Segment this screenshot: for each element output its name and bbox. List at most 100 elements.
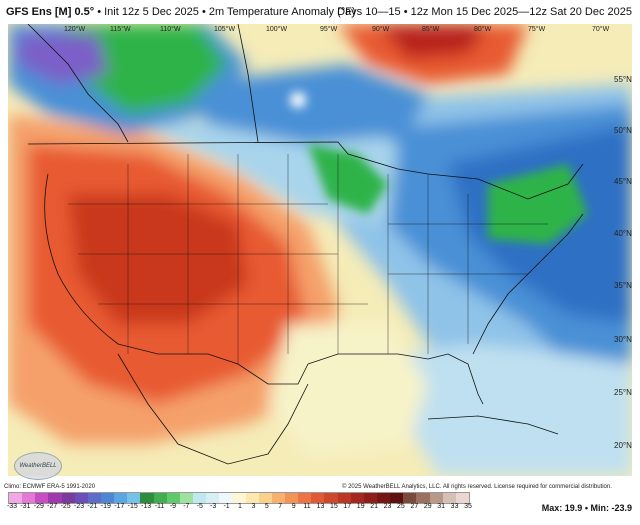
lon-label: 80°W (474, 25, 492, 33)
colorbar-swatch (390, 493, 404, 503)
colorbar-ticks: -33 -31 -29 -27 -25 -23 -21 -19 -17 -15 -13 -11 -9 -7… (6, 503, 478, 515)
colorbar-tick-label: -25 (60, 503, 71, 510)
lat-label: 35°N (614, 281, 632, 290)
colorbar-swatch (127, 493, 141, 503)
lon-label: 115°W (110, 25, 131, 33)
colorbar-tick-label: 7 (278, 503, 283, 510)
model-name: GFS Ens [M] 0.5° (6, 6, 95, 18)
colorbar-tick-label: 19 (356, 503, 365, 510)
canada-very-warm (378, 24, 488, 59)
valid-period: Days 10—15 • 12z Mon 15 Dec 2025—12z Sat… (337, 6, 632, 18)
mexico-coast (117, 353, 309, 465)
colorbar-tick-label: 15 (329, 503, 338, 510)
colorbar-swatch (284, 493, 299, 503)
colorbar-swatch (258, 493, 272, 503)
lon-label: 120°W (64, 25, 85, 33)
colorbar-swatch (153, 493, 167, 503)
colorbar-swatch (9, 493, 23, 503)
colorbar-tick-label: -31 (20, 503, 31, 510)
separator-2: • (201, 6, 209, 18)
map-svg: 120°W 115°W 110°W 105°W 100°W 95°W 90°W … (8, 24, 632, 476)
cuba (427, 415, 559, 435)
colorbar-tick-label: -23 (73, 503, 85, 510)
colorbar-tick-label: 31 (437, 503, 446, 510)
colorbar-swatch (100, 493, 115, 503)
colorbar-tick-label: -11 (154, 503, 165, 510)
colorbar-tick-label: 21 (370, 503, 379, 510)
lon-label: 110°W (160, 25, 181, 33)
maxmin-sep: • (584, 503, 591, 513)
lon-label: 70°W (592, 25, 610, 33)
lon-label: 100°W (266, 25, 287, 33)
colorbar-tick-label: -33 (6, 503, 18, 510)
lon-labels: 120°W 115°W 110°W 105°W 100°W 95°W 90°W … (64, 25, 610, 33)
colorbar-swatch (363, 493, 377, 503)
colorbar-swatch (114, 493, 128, 503)
colorbar-tick-label: 29 (423, 503, 432, 510)
lon-label: 75°W (528, 25, 546, 33)
weatherbell-logo: WeatherBELL (14, 452, 62, 480)
south-neutral (268, 324, 428, 454)
colorbar-swatch (416, 493, 430, 503)
lon-label: 105°W (214, 25, 235, 33)
colorbar-swatch (192, 493, 207, 503)
anomaly-map: 120°W 115°W 110°W 105°W 100°W 95°W 90°W … (8, 24, 632, 476)
map-title: GFS Ens [M] 0.5° • Init 12z 5 Dec 2025 •… (6, 6, 356, 18)
colorbar-swatch (179, 493, 193, 503)
colorbar-swatch (35, 493, 49, 503)
colorbar-swatch (245, 493, 259, 503)
colorbar-tick-label: 27 (410, 503, 419, 510)
canada-cold (188, 64, 428, 144)
colorbar-swatch (74, 493, 88, 503)
nw-green (68, 24, 228, 114)
colorbar-tick-label: 23 (383, 503, 392, 510)
max-min-readout: Max: 19.9 • Min: -23.9 (542, 503, 632, 513)
lat-label: 25°N (614, 388, 632, 397)
min-value: Min: -23.9 (590, 503, 632, 513)
upper-midwest-green (308, 144, 388, 214)
lat-label: 45°N (614, 177, 632, 186)
colorbar-swatch (337, 493, 351, 503)
colorbar-tick-label: -27 (47, 503, 58, 510)
colorbar-tick-label: -13 (141, 503, 152, 510)
colorbar-swatch (206, 493, 220, 503)
colorbar-tick-label: 17 (343, 503, 352, 510)
colorbar-swatch (140, 493, 154, 503)
colorbar-tick-label: -21 (87, 503, 98, 510)
colorbar-tick-label: 9 (291, 503, 296, 510)
lon-label: 85°W (422, 25, 440, 33)
colorbar-swatch (232, 493, 246, 503)
colorbar-tick-label: 13 (316, 503, 325, 510)
lat-label: 55°N (614, 75, 632, 84)
gulf-coast (307, 353, 484, 405)
state-lines (68, 154, 548, 364)
very-warm-region (68, 194, 248, 324)
lat-label: 40°N (614, 229, 632, 238)
lon-label: 95°W (320, 25, 338, 33)
colorbar-tick-label: 1 (238, 503, 242, 510)
colorbar-tick-label: -29 (33, 503, 44, 510)
colorbar-swatch (298, 493, 312, 503)
colorbar-tick-label: 11 (303, 503, 311, 510)
colorbar-tick-label: -5 (196, 503, 203, 510)
lat-labels: 55°N 50°N 45°N 40°N 35°N 30°N 25°N 20°N (614, 75, 632, 450)
colorbar-swatch (311, 493, 325, 503)
colorbar-tick-label: 5 (264, 503, 269, 510)
lat-label: 50°N (614, 126, 632, 135)
colorbar-tick-label: -15 (127, 503, 138, 510)
colorbar-tick-label: -19 (100, 503, 111, 510)
colorbar (8, 492, 470, 504)
west-coast (44, 173, 309, 385)
colorbar-swatch (61, 493, 75, 503)
canada-mid (237, 24, 259, 143)
state-grid (68, 154, 548, 364)
colorbar-swatch (350, 493, 364, 503)
colorbar-swatch (219, 493, 233, 503)
colorbar-swatch (324, 493, 338, 503)
colorbar-swatch (22, 493, 36, 503)
init-time: Init 12z 5 Dec 2025 (104, 6, 199, 18)
colorbar-swatch (442, 493, 456, 503)
colorbar-swatch (48, 493, 62, 503)
separator-1: • (97, 6, 105, 18)
colorbar-tick-label: 33 (450, 503, 459, 510)
